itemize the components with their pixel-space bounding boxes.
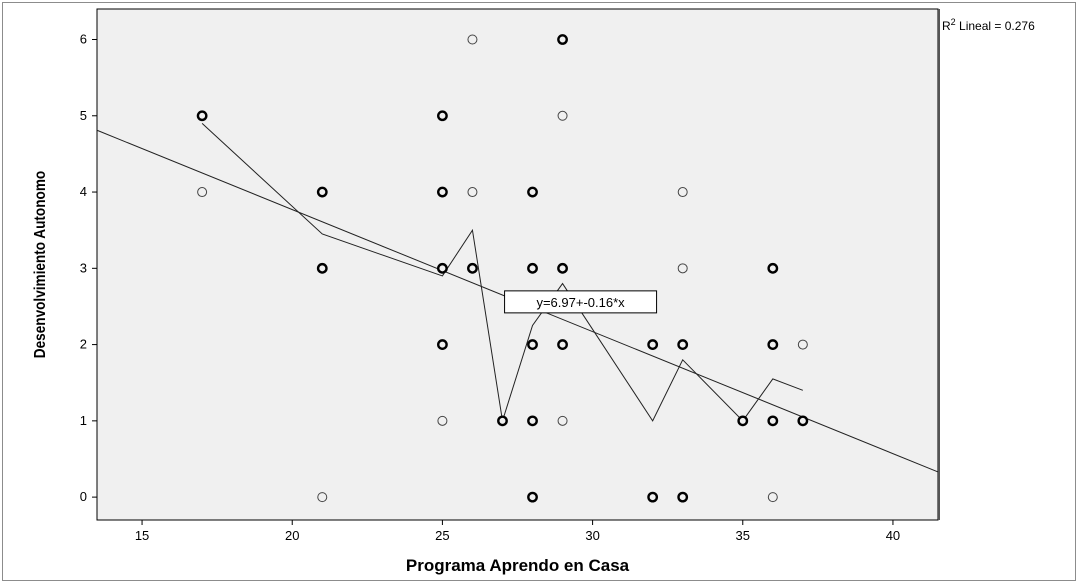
x-axis: 15 20 25 30 35 40 <box>135 520 900 543</box>
data-point <box>677 339 689 350</box>
r2-rest: Lineal = 0.276 <box>956 19 1035 33</box>
data-point <box>767 415 779 427</box>
data-point <box>527 339 538 350</box>
data-point <box>317 492 328 503</box>
fit-label-box <box>504 290 658 314</box>
x-tick-label: 35 <box>736 528 750 543</box>
data-point <box>196 110 208 122</box>
data-point <box>557 262 568 274</box>
data-point <box>677 491 689 503</box>
data-point <box>737 415 749 427</box>
y-tick-label: 3 <box>80 260 87 275</box>
y-tick-label: 5 <box>80 108 87 123</box>
data-point <box>467 262 478 274</box>
data-point <box>767 262 779 274</box>
data-point <box>797 415 809 427</box>
fit-equation-label: y=6.97+-0.16*x <box>536 295 625 310</box>
r2-prefix: R <box>942 19 951 33</box>
x-axis-title: Programa Aprendo en Casa <box>406 556 630 575</box>
r2-label: R2 Lineal = 0.276 <box>942 17 1035 33</box>
data-point <box>467 34 478 45</box>
fit-label-group: y=6.97+-0.16*x <box>504 290 658 314</box>
x-tick-label: 25 <box>435 528 449 543</box>
data-point <box>647 339 659 350</box>
data-point <box>767 492 778 503</box>
x-tick-label: 40 <box>886 528 900 543</box>
data-point <box>677 263 688 274</box>
data-point <box>767 339 779 350</box>
data-point <box>527 415 538 427</box>
r2-sup: 2 <box>951 17 956 27</box>
points-group <box>196 34 809 503</box>
x-tick-label: 30 <box>585 528 599 543</box>
y-tick-label: 0 <box>80 489 87 504</box>
data-point <box>647 491 659 503</box>
y-tick-label: 6 <box>80 32 87 47</box>
y-tick-label: 4 <box>80 184 87 199</box>
data-point <box>197 187 208 198</box>
plot-area <box>96 8 939 521</box>
data-point <box>437 186 448 198</box>
data-point <box>316 186 328 198</box>
data-point <box>437 339 448 350</box>
data-point <box>557 110 568 121</box>
data-point <box>437 415 448 426</box>
data-point <box>557 339 568 350</box>
data-point <box>467 187 478 198</box>
data-point <box>437 110 448 122</box>
y-tick-label: 1 <box>80 413 87 428</box>
data-point <box>527 491 538 503</box>
data-point <box>527 262 538 274</box>
y-axis: 0 1 2 3 4 5 6 <box>80 32 97 504</box>
x-tick-label: 15 <box>135 528 149 543</box>
data-point <box>437 262 448 274</box>
data-point <box>797 339 808 350</box>
data-point <box>557 34 568 45</box>
data-point <box>497 415 508 427</box>
data-point <box>316 262 328 274</box>
x-tick-label: 20 <box>285 528 299 543</box>
y-axis-title: Desenvolvimiento Autonomo <box>32 171 49 358</box>
data-point <box>557 415 568 426</box>
y-tick-label: 2 <box>80 337 87 352</box>
data-point <box>527 186 538 198</box>
data-point <box>677 187 688 198</box>
